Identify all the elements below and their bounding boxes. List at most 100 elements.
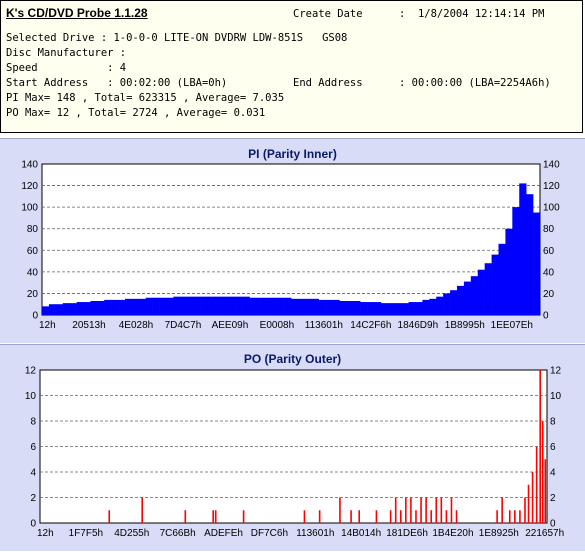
x-tick-label: 4E028h: [119, 320, 153, 331]
po-bar: [539, 370, 541, 523]
pi-bar: [131, 298, 140, 315]
y-tick-label-left: 40: [27, 267, 39, 278]
po-bar: [184, 510, 187, 523]
po-bar: [501, 497, 503, 523]
po-bar: [108, 510, 111, 523]
pi-bar: [83, 302, 91, 315]
pi-bar: [291, 298, 299, 315]
po-bar: [389, 510, 392, 523]
pi-bar: [470, 276, 479, 315]
x-tick-label: 1846D9h: [398, 320, 439, 331]
y-tick-label-right: 40: [543, 267, 555, 278]
end-address-label: End Address: [293, 77, 363, 89]
po-bar: [519, 510, 521, 523]
po-bar: [242, 510, 245, 523]
x-tick-label: 7C66Bh: [160, 528, 196, 539]
x-tick-label: 12h: [37, 528, 54, 539]
pi-bar: [429, 298, 437, 315]
pi-bar: [297, 298, 306, 315]
y-tick-label-left: 120: [21, 181, 38, 192]
pi-bar: [353, 300, 361, 315]
po-bar: [430, 510, 432, 523]
info-panel: K's CD/DVD Probe 1.1.28 Create Date : 1/…: [0, 0, 583, 133]
x-tick-label: 14C2F6h: [350, 320, 391, 331]
x-tick-label: DF7C6h: [251, 528, 288, 539]
po-bar: [455, 510, 458, 523]
pi-bar: [339, 300, 347, 315]
start-address: Start Address : 00:02:00 (LBA=0h): [6, 77, 228, 89]
po-bar: [405, 497, 407, 523]
po-chart-title: PO (Parity Outer): [243, 352, 342, 366]
po-bar: [339, 497, 341, 523]
y-tick-label-left: 100: [21, 203, 38, 214]
x-tick-label: 181DE6h: [386, 528, 428, 539]
po-bar: [410, 497, 412, 523]
po-bar: [531, 472, 534, 523]
po-bar: [440, 497, 443, 523]
y-tick-label-right: 120: [543, 181, 560, 192]
y-tick-label-right: 0: [543, 311, 549, 322]
pi-bar: [97, 300, 105, 315]
pi-bar: [214, 296, 223, 315]
po-bar: [420, 497, 422, 523]
po-bar: [375, 510, 378, 523]
y-tick-label-right: 80: [543, 224, 555, 235]
po-bar: [415, 510, 417, 523]
pi-bar: [221, 296, 230, 315]
po-bar: [450, 497, 453, 523]
y-tick-label-right: 12: [550, 366, 562, 377]
pi-bar: [201, 296, 209, 315]
po-bar: [435, 497, 438, 523]
x-tick-label: 1E8925h: [479, 528, 519, 539]
po-bar: [212, 510, 214, 523]
po-bar: [496, 510, 498, 523]
pi-bar: [457, 285, 465, 315]
pi-bar: [311, 298, 319, 315]
pi-bar: [235, 296, 243, 315]
pi-bar: [256, 297, 264, 315]
pi-bar: [48, 304, 57, 315]
po-bar: [214, 510, 217, 523]
pi-bar: [360, 302, 368, 315]
po-bar: [318, 510, 321, 523]
pi-bar: [408, 302, 416, 315]
pi-bar: [491, 254, 499, 315]
y-tick-label-right: 4: [550, 468, 556, 479]
create-date-value: : 1/8/2004 12:14:14 PM: [399, 8, 545, 20]
pi-bar: [436, 296, 444, 315]
pi-bar: [387, 303, 396, 315]
pi-bar: [242, 296, 250, 315]
pi-bar: [104, 299, 112, 315]
po-bar: [425, 497, 427, 523]
pi-bar: [270, 297, 278, 315]
y-tick-label-right: 8: [550, 417, 556, 428]
pi-bar: [533, 212, 541, 315]
pi-bar: [173, 296, 181, 315]
x-tick-label: 221657h: [525, 528, 564, 539]
x-tick-label: E0008h: [260, 320, 294, 331]
y-tick-label-left: 140: [21, 160, 38, 171]
po-bar: [394, 497, 397, 523]
speed: Speed : 4: [6, 62, 127, 74]
pi-bar: [422, 299, 430, 315]
y-tick-label-left: 4: [30, 468, 36, 479]
pi-bar: [187, 296, 195, 315]
pi-bar: [367, 302, 375, 315]
pi-bar: [415, 302, 423, 315]
pi-bar: [325, 299, 333, 315]
pi-chart-title: PI (Parity Inner): [248, 147, 337, 161]
x-tick-label: AEE09h: [212, 320, 249, 331]
y-tick-label-left: 80: [27, 224, 39, 235]
y-tick-label-right: 60: [543, 246, 555, 257]
po-bar: [399, 510, 402, 523]
po-chart-panel: PO (Parity Outer) 0 0 2 2 4 4 6 6 8 8 10 10 12 12 12h 1…: [0, 344, 585, 551]
pi-bar: [69, 303, 77, 315]
y-tick-label-left: 8: [30, 417, 36, 428]
pi-bar: [76, 302, 84, 315]
selected-drive: Selected Drive : 1-0-0-0 LITE-ON DVDRW L…: [6, 32, 348, 44]
po-bar: [303, 510, 306, 523]
pi-bar: [284, 297, 292, 315]
pi-bar: [512, 207, 520, 315]
pi-chart-panel: PI (Parity Inner) 0 0 20 20 40 40 60 60 80 80 100 1…: [0, 138, 585, 343]
y-tick-label-left: 0: [32, 311, 38, 322]
